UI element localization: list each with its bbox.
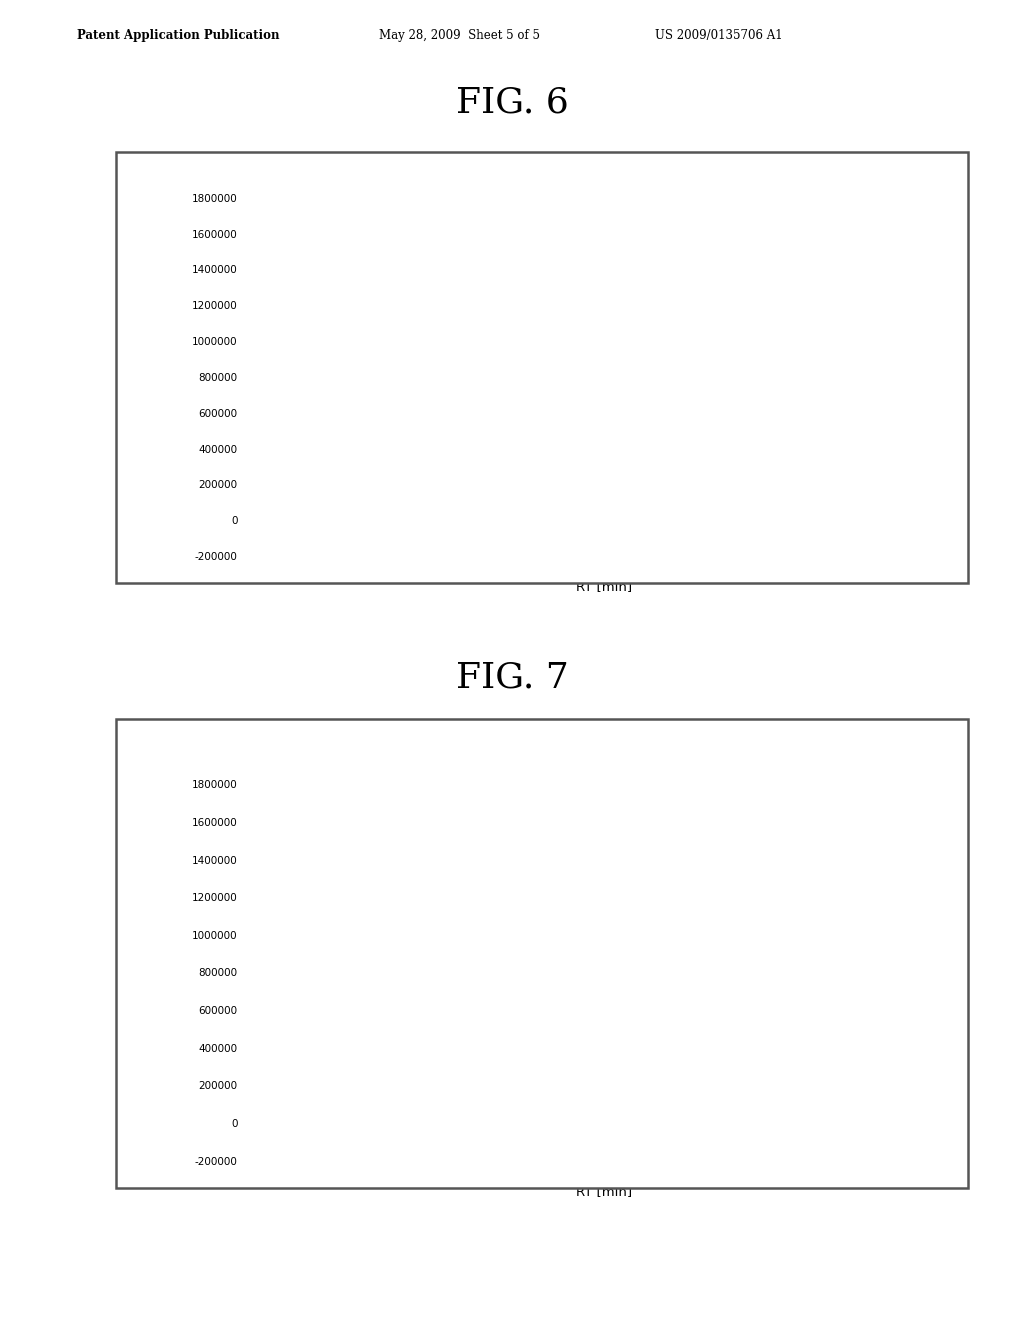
Text: 1000000: 1000000 (191, 337, 238, 347)
Text: 0: 0 (231, 516, 238, 527)
Text: Patent Application Publication: Patent Application Publication (77, 29, 280, 42)
Text: 1400000: 1400000 (191, 265, 238, 276)
Text: 600000: 600000 (199, 1006, 238, 1016)
Text: 800000: 800000 (199, 372, 238, 383)
Text: 1000000: 1000000 (191, 931, 238, 941)
Text: 1800000: 1800000 (191, 194, 238, 203)
Text: 600000: 600000 (199, 409, 238, 418)
Text: -200000: -200000 (195, 1156, 238, 1167)
Text: FIG. 7: FIG. 7 (456, 660, 568, 694)
Text: 0: 0 (231, 1119, 238, 1129)
Text: 1200000: 1200000 (191, 894, 238, 903)
X-axis label: RT [min]: RT [min] (577, 1185, 632, 1199)
Text: 1600000: 1600000 (191, 230, 238, 240)
Text: -200000: -200000 (195, 552, 238, 562)
Text: 1400000: 1400000 (191, 855, 238, 866)
Text: 1800000: 1800000 (191, 780, 238, 791)
Text: 200000: 200000 (199, 1081, 238, 1092)
Text: 1200000: 1200000 (191, 301, 238, 312)
Text: FIG. 6: FIG. 6 (456, 86, 568, 120)
Text: US 2009/0135706 A1: US 2009/0135706 A1 (655, 29, 783, 42)
X-axis label: RT [min]: RT [min] (577, 581, 632, 594)
Text: 400000: 400000 (199, 445, 238, 454)
Text: 1600000: 1600000 (191, 818, 238, 828)
Text: 400000: 400000 (199, 1044, 238, 1053)
Text: 800000: 800000 (199, 969, 238, 978)
Text: 200000: 200000 (199, 480, 238, 491)
Text: May 28, 2009  Sheet 5 of 5: May 28, 2009 Sheet 5 of 5 (379, 29, 540, 42)
